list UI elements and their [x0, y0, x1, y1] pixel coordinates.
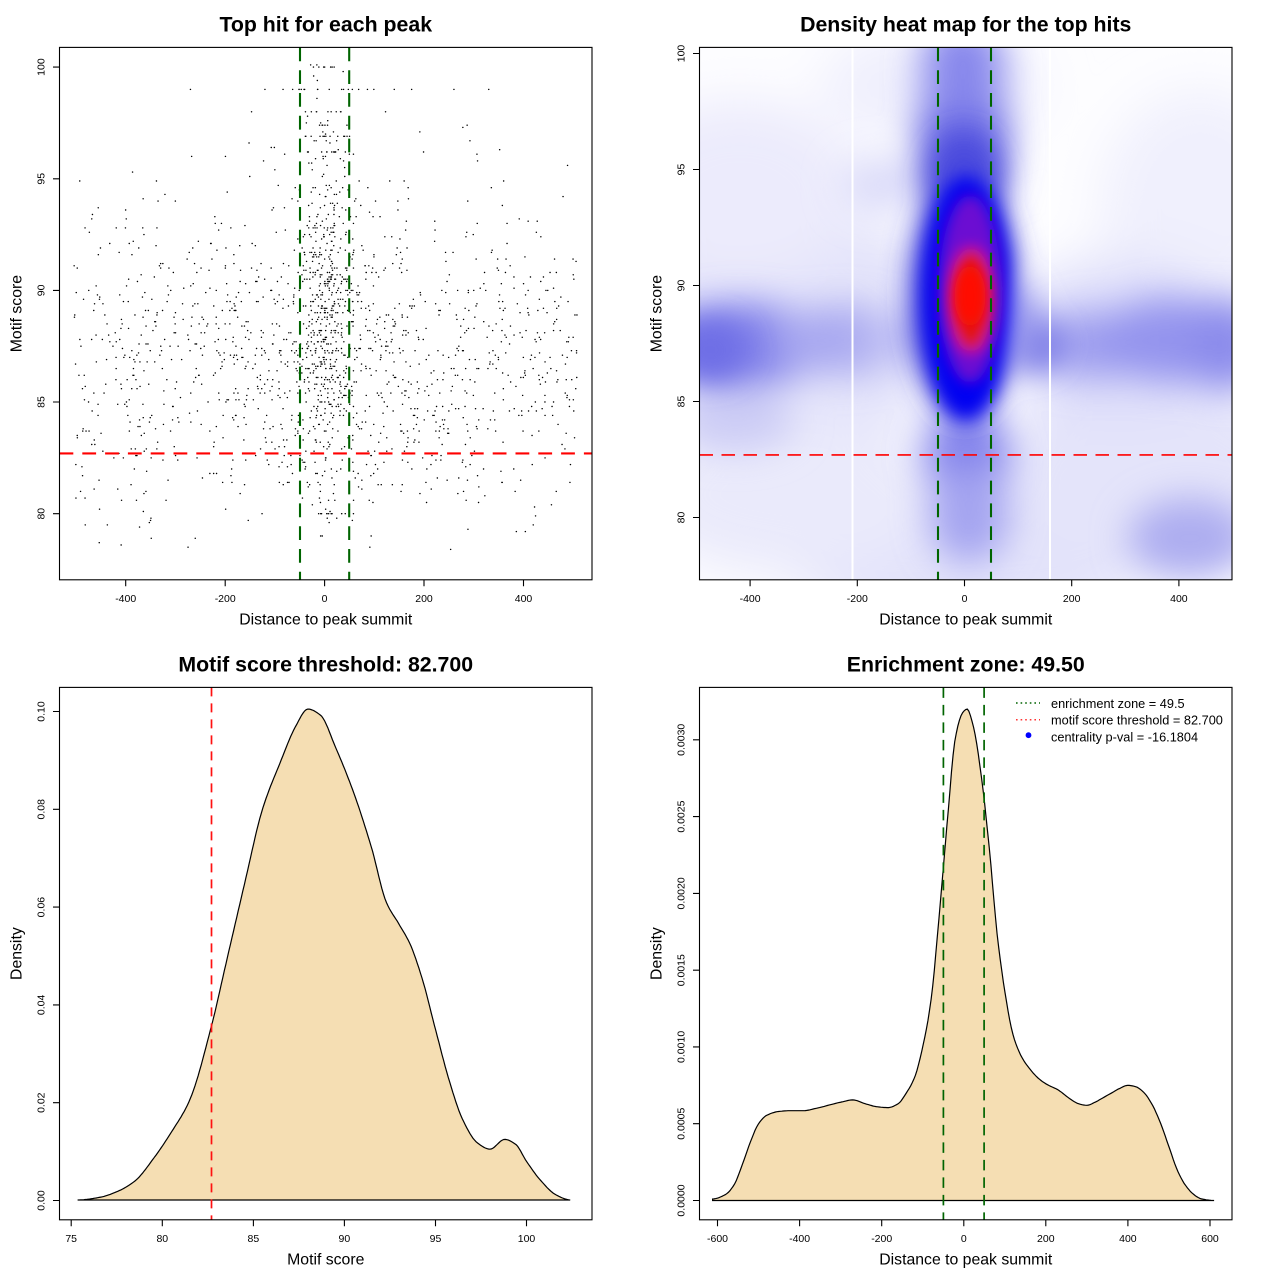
svg-text:95: 95 — [430, 1233, 442, 1245]
svg-text:Distance to peak summit: Distance to peak summit — [879, 1252, 1053, 1269]
svg-text:-200: -200 — [215, 593, 236, 605]
svg-text:100: 100 — [676, 45, 688, 63]
svg-text:0: 0 — [961, 1233, 967, 1245]
svg-text:400: 400 — [1119, 1233, 1137, 1245]
svg-text:400: 400 — [1170, 593, 1188, 605]
svg-text:95: 95 — [36, 173, 48, 185]
svg-text:100: 100 — [36, 58, 48, 76]
svg-text:Density: Density — [649, 927, 666, 980]
svg-text:0.0015: 0.0015 — [676, 954, 688, 986]
svg-text:200: 200 — [1037, 1233, 1055, 1245]
svg-text:0: 0 — [962, 593, 968, 605]
svg-text:Density heat map for the top h: Density heat map for the top hits — [800, 12, 1131, 36]
svg-text:85: 85 — [248, 1233, 260, 1245]
svg-text:0.02: 0.02 — [36, 1092, 48, 1113]
svg-text:Motif score: Motif score — [649, 275, 666, 352]
svg-text:85: 85 — [36, 396, 48, 408]
svg-text:Density: Density — [9, 927, 26, 980]
svg-text:80: 80 — [156, 1233, 168, 1245]
svg-text:0: 0 — [322, 593, 328, 605]
svg-text:Distance to peak summit: Distance to peak summit — [879, 612, 1053, 629]
svg-text:Motif score: Motif score — [287, 1252, 364, 1269]
svg-text:0.08: 0.08 — [36, 799, 48, 820]
svg-text:80: 80 — [36, 508, 48, 520]
svg-text:85: 85 — [676, 396, 688, 408]
svg-text:200: 200 — [1063, 593, 1081, 605]
svg-text:0.10: 0.10 — [36, 701, 48, 722]
svg-text:0.06: 0.06 — [36, 897, 48, 918]
svg-text:-600: -600 — [707, 1233, 728, 1245]
svg-text:-400: -400 — [115, 593, 136, 605]
svg-text:75: 75 — [65, 1233, 77, 1245]
svg-text:-200: -200 — [871, 1233, 892, 1245]
svg-text:Distance to peak summit: Distance to peak summit — [239, 612, 413, 629]
svg-text:600: 600 — [1201, 1233, 1219, 1245]
svg-text:Top hit for each peak: Top hit for each peak — [219, 12, 432, 36]
svg-text:200: 200 — [415, 593, 433, 605]
svg-text:Motif score: Motif score — [9, 275, 26, 352]
svg-text:90: 90 — [36, 284, 48, 296]
svg-text:0.0000: 0.0000 — [676, 1184, 688, 1216]
svg-text:90: 90 — [676, 280, 688, 292]
svg-text:80: 80 — [676, 512, 688, 524]
svg-text:motif score threshold = 82.700: motif score threshold = 82.700 — [1051, 713, 1223, 728]
svg-text:100: 100 — [518, 1233, 536, 1245]
svg-text:enrichment zone = 49.5: enrichment zone = 49.5 — [1051, 696, 1185, 711]
svg-text:-200: -200 — [847, 593, 868, 605]
svg-text:95: 95 — [676, 164, 688, 176]
svg-text:0.0030: 0.0030 — [676, 724, 688, 756]
svg-text:0.0005: 0.0005 — [676, 1107, 688, 1139]
svg-text:0.0025: 0.0025 — [676, 800, 688, 832]
svg-text:Enrichment zone: 49.50: Enrichment zone: 49.50 — [847, 652, 1085, 676]
svg-text:Motif score threshold: 82.700: Motif score threshold: 82.700 — [178, 652, 473, 676]
svg-text:0.0010: 0.0010 — [676, 1031, 688, 1063]
svg-text:400: 400 — [515, 593, 533, 605]
svg-text:centrality p-val = -16.1804: centrality p-val = -16.1804 — [1051, 729, 1198, 744]
svg-text:90: 90 — [339, 1233, 351, 1245]
svg-text:0.0020: 0.0020 — [676, 877, 688, 909]
svg-text:0.04: 0.04 — [36, 995, 48, 1016]
svg-text:0.00: 0.00 — [36, 1190, 48, 1211]
svg-text:-400: -400 — [740, 593, 761, 605]
svg-text:-400: -400 — [789, 1233, 810, 1245]
